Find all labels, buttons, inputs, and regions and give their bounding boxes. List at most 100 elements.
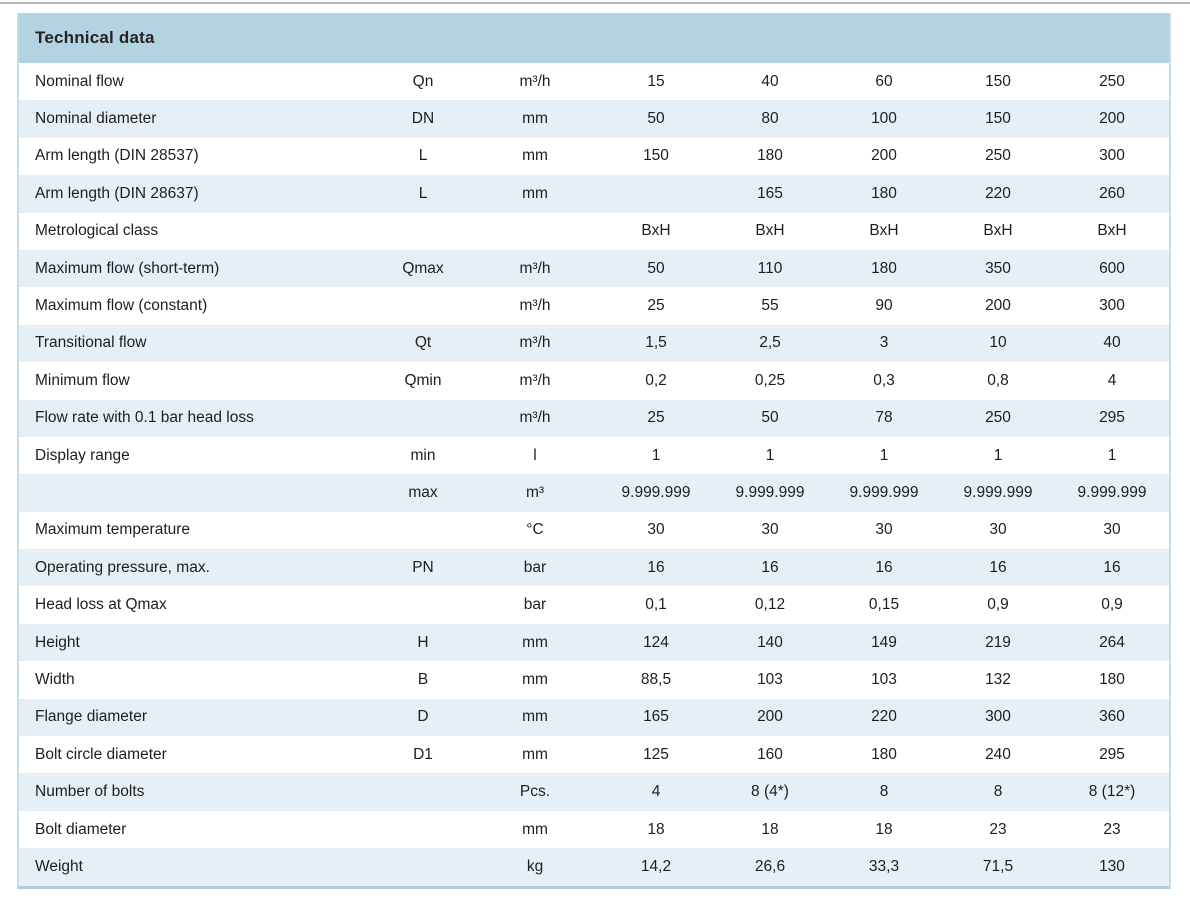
row-symbol: Qt	[414, 334, 432, 352]
row-value: 50	[647, 259, 665, 277]
table-title: Technical data	[19, 13, 1169, 63]
table-row: Bolt circle diameter D1 mm 125 160 180 240 295	[19, 736, 1169, 774]
row-value: 264	[1099, 633, 1125, 651]
row-value: 103	[871, 670, 897, 688]
row-value: 9.999.999	[963, 483, 1033, 501]
row-symbol: DN	[411, 110, 435, 128]
row-label: Maximum flow (constant)	[35, 297, 208, 315]
table-row: Bolt diameter mm 18 18 18 23 23	[19, 810, 1169, 849]
row-value: 23	[989, 820, 1007, 838]
table-row: Nominal flow Qn m³/h 15 40 60 150 250	[19, 63, 1169, 101]
row-symbol: D1	[413, 745, 433, 763]
row-value: 300	[1099, 297, 1125, 315]
row-value: 40	[761, 72, 779, 90]
row-value: 160	[757, 745, 783, 763]
row-value: 30	[1103, 521, 1121, 539]
row-unit: m³/h	[519, 371, 551, 389]
row-value: 2,5	[759, 334, 781, 352]
row-value: 150	[985, 110, 1011, 128]
row-value: 90	[875, 297, 893, 315]
row-value: BxH	[755, 222, 785, 240]
row-value: 18	[875, 820, 893, 838]
row-value: 300	[1099, 147, 1125, 165]
row-value: 124	[643, 633, 669, 651]
row-value: 30	[647, 521, 665, 539]
row-label: Flange diameter	[35, 708, 148, 726]
row-symbol: Qmax	[402, 259, 444, 277]
row-value: 103	[757, 670, 783, 688]
row-value: 200	[757, 708, 783, 726]
row-value: 295	[1099, 745, 1125, 763]
row-value: BxH	[869, 222, 899, 240]
row-value: 33,3	[868, 857, 900, 875]
row-value: 18	[761, 820, 779, 838]
row-value: 0,15	[868, 596, 900, 614]
row-value: 50	[647, 110, 665, 128]
page-top-rule	[0, 2, 1190, 4]
table-row: Flow rate with 0.1 bar head loss m³/h 25 50…	[19, 399, 1169, 437]
row-value: 0,3	[873, 371, 895, 389]
row-label: Head loss at Qmax	[35, 596, 167, 614]
row-value: 130	[1099, 857, 1125, 875]
row-value: 4	[651, 783, 661, 801]
row-value: 100	[871, 110, 897, 128]
row-value: 88,5	[640, 670, 672, 688]
row-value: 23	[1103, 820, 1121, 838]
table-row: Metrological class BxH BxH BxH BxH BxH	[19, 212, 1169, 250]
row-value: 360	[1099, 708, 1125, 726]
row-value: 50	[761, 409, 779, 427]
row-value: 300	[985, 708, 1011, 726]
row-value: 16	[1103, 558, 1121, 576]
row-value: 1	[1107, 446, 1117, 464]
row-value: 60	[875, 72, 893, 90]
row-value: 25	[647, 297, 665, 315]
row-unit: kg	[526, 857, 544, 875]
row-label: Height	[35, 633, 80, 651]
table-row: Maximum temperature °C 30 30 30 30 30	[19, 511, 1169, 550]
row-label: Metrological class	[35, 222, 159, 240]
table-row: Weight kg 14,2 26,6 33,3 71,5 130	[19, 848, 1169, 886]
row-label: Nominal flow	[35, 72, 124, 90]
row-unit: mm	[522, 110, 548, 128]
row-value: 16	[989, 558, 1007, 576]
row-unit: mm	[522, 820, 548, 838]
row-value: 9.999.999	[1077, 483, 1147, 501]
row-value: 165	[757, 184, 783, 202]
row-value: 10	[989, 334, 1007, 352]
table-row: Maximum flow (constant) m³/h 25 55 90 200 300	[19, 287, 1169, 325]
row-value: 220	[985, 184, 1011, 202]
row-unit: mm	[522, 633, 548, 651]
row-value: 8 (4*)	[751, 783, 789, 801]
row-value: 0,9	[987, 596, 1009, 614]
row-value: 1,5	[645, 334, 667, 352]
row-value: 250	[1099, 72, 1125, 90]
row-symbol: L	[418, 184, 428, 202]
table-row: Display range min l 1 1 1 1 1	[19, 436, 1169, 475]
row-value: 165	[643, 708, 669, 726]
row-value: 30	[761, 521, 779, 539]
row-value: 9.999.999	[621, 483, 691, 501]
row-unit: mm	[522, 745, 548, 763]
row-value: 260	[1099, 184, 1125, 202]
row-label: Maximum temperature	[35, 521, 191, 539]
row-value: 80	[761, 110, 779, 128]
row-value: 0,12	[754, 596, 786, 614]
row-unit: l	[533, 446, 537, 464]
table-row: Minimum flow Qmin m³/h 0,2 0,25 0,3 0,8 4	[19, 362, 1169, 400]
row-unit: mm	[522, 184, 548, 202]
table-row: Operating pressure, max. PN bar 16 16 16 16 16	[19, 549, 1169, 587]
row-value: 180	[871, 184, 897, 202]
row-unit: m³/h	[519, 72, 551, 90]
row-value: 1	[879, 446, 889, 464]
row-label: Nominal diameter	[35, 110, 157, 128]
row-symbol: H	[417, 633, 429, 651]
row-value: 30	[875, 521, 893, 539]
row-value: 250	[985, 409, 1011, 427]
row-label: Weight	[35, 857, 83, 875]
row-value: 0,2	[645, 371, 667, 389]
row-symbol: min	[410, 446, 436, 464]
